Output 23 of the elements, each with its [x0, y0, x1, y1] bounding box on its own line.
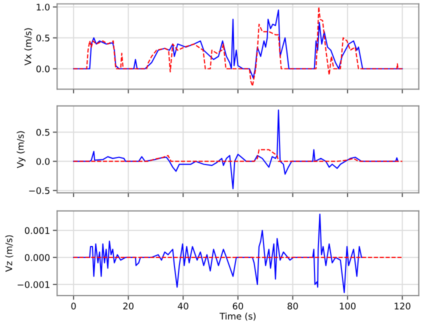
y-tick-label: 0.5: [36, 34, 50, 42]
x-tick-label: 80: [288, 302, 298, 310]
line-series: [72, 109, 398, 190]
y-axis-title: Vx (m/s): [24, 28, 32, 66]
line-series: [72, 214, 364, 294]
x-tick-label: 40: [178, 302, 188, 310]
line-series: [72, 149, 403, 162]
x-tick-label: 100: [340, 302, 356, 310]
y-tick-label: 0.0: [36, 158, 50, 165]
y-tick-label: 0.0: [36, 65, 50, 72]
y-tick-label: 0.000: [24, 254, 50, 261]
y-tick-label: 0.5: [36, 128, 50, 136]
x-axis-title: Time (s): [220, 312, 256, 321]
y-tick-label: 1.0: [36, 4, 50, 11]
x-tick-label: 120: [394, 302, 410, 310]
x-tick-label: 20: [123, 302, 134, 310]
x-tick-label: 0: [71, 302, 76, 310]
y-tick-label: 0.001: [24, 227, 50, 234]
y-tick-label: −0.5: [29, 187, 50, 194]
y-axis-title: Vy (m/s): [16, 131, 26, 168]
y-tick-label: −0.001: [18, 281, 50, 288]
x-tick-label: 60: [232, 302, 244, 310]
y-axis-title: Vz (m/s): [5, 235, 14, 272]
